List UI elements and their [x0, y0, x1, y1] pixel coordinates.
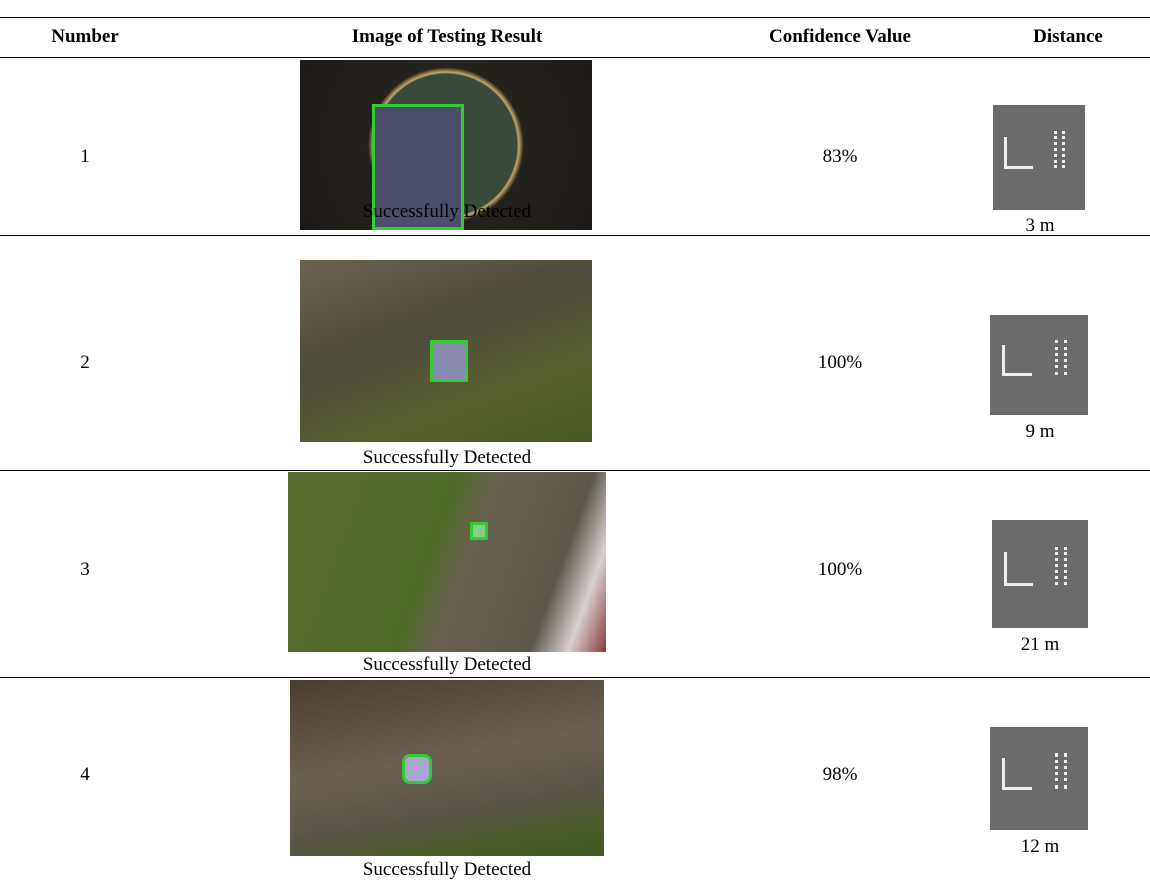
distance-icon	[993, 105, 1085, 210]
document: Number Image of Testing Result Confidenc…	[0, 0, 1150, 880]
image-caption: Successfully Detected	[363, 654, 531, 676]
distance-cell: 9 m	[1025, 421, 1054, 443]
distance-icon	[990, 315, 1088, 415]
image-caption: Successfully Detected	[363, 447, 531, 469]
test-image	[288, 472, 606, 652]
distance-cell: 12 m	[1021, 836, 1060, 858]
table-rule	[0, 57, 1150, 58]
test-image	[290, 680, 604, 856]
distance-icon	[992, 520, 1088, 628]
header-cell: Image of Testing Result	[352, 26, 543, 48]
distance-icon	[990, 727, 1088, 830]
number-cell: 1	[80, 146, 90, 168]
table-rule	[0, 470, 1150, 471]
header-cell: Confidence Value	[769, 26, 911, 48]
number-cell: 3	[80, 559, 90, 581]
number-cell: 4	[80, 764, 90, 786]
distance-cell: 3 m	[1025, 215, 1054, 237]
table-rule	[0, 677, 1150, 678]
image-caption: Successfully Detected	[363, 201, 531, 223]
confidence-cell: 100%	[818, 352, 862, 374]
confidence-cell: 100%	[818, 559, 862, 581]
test-image	[300, 260, 592, 442]
header-cell: Distance	[1033, 26, 1103, 48]
table-rule	[0, 235, 1150, 236]
number-cell: 2	[80, 352, 90, 374]
header-cell: Number	[51, 26, 119, 48]
confidence-cell: 83%	[823, 146, 858, 168]
image-caption: Successfully Detected	[363, 859, 531, 880]
confidence-cell: 98%	[823, 764, 858, 786]
distance-cell: 21 m	[1021, 634, 1060, 656]
table-rule	[0, 17, 1150, 18]
